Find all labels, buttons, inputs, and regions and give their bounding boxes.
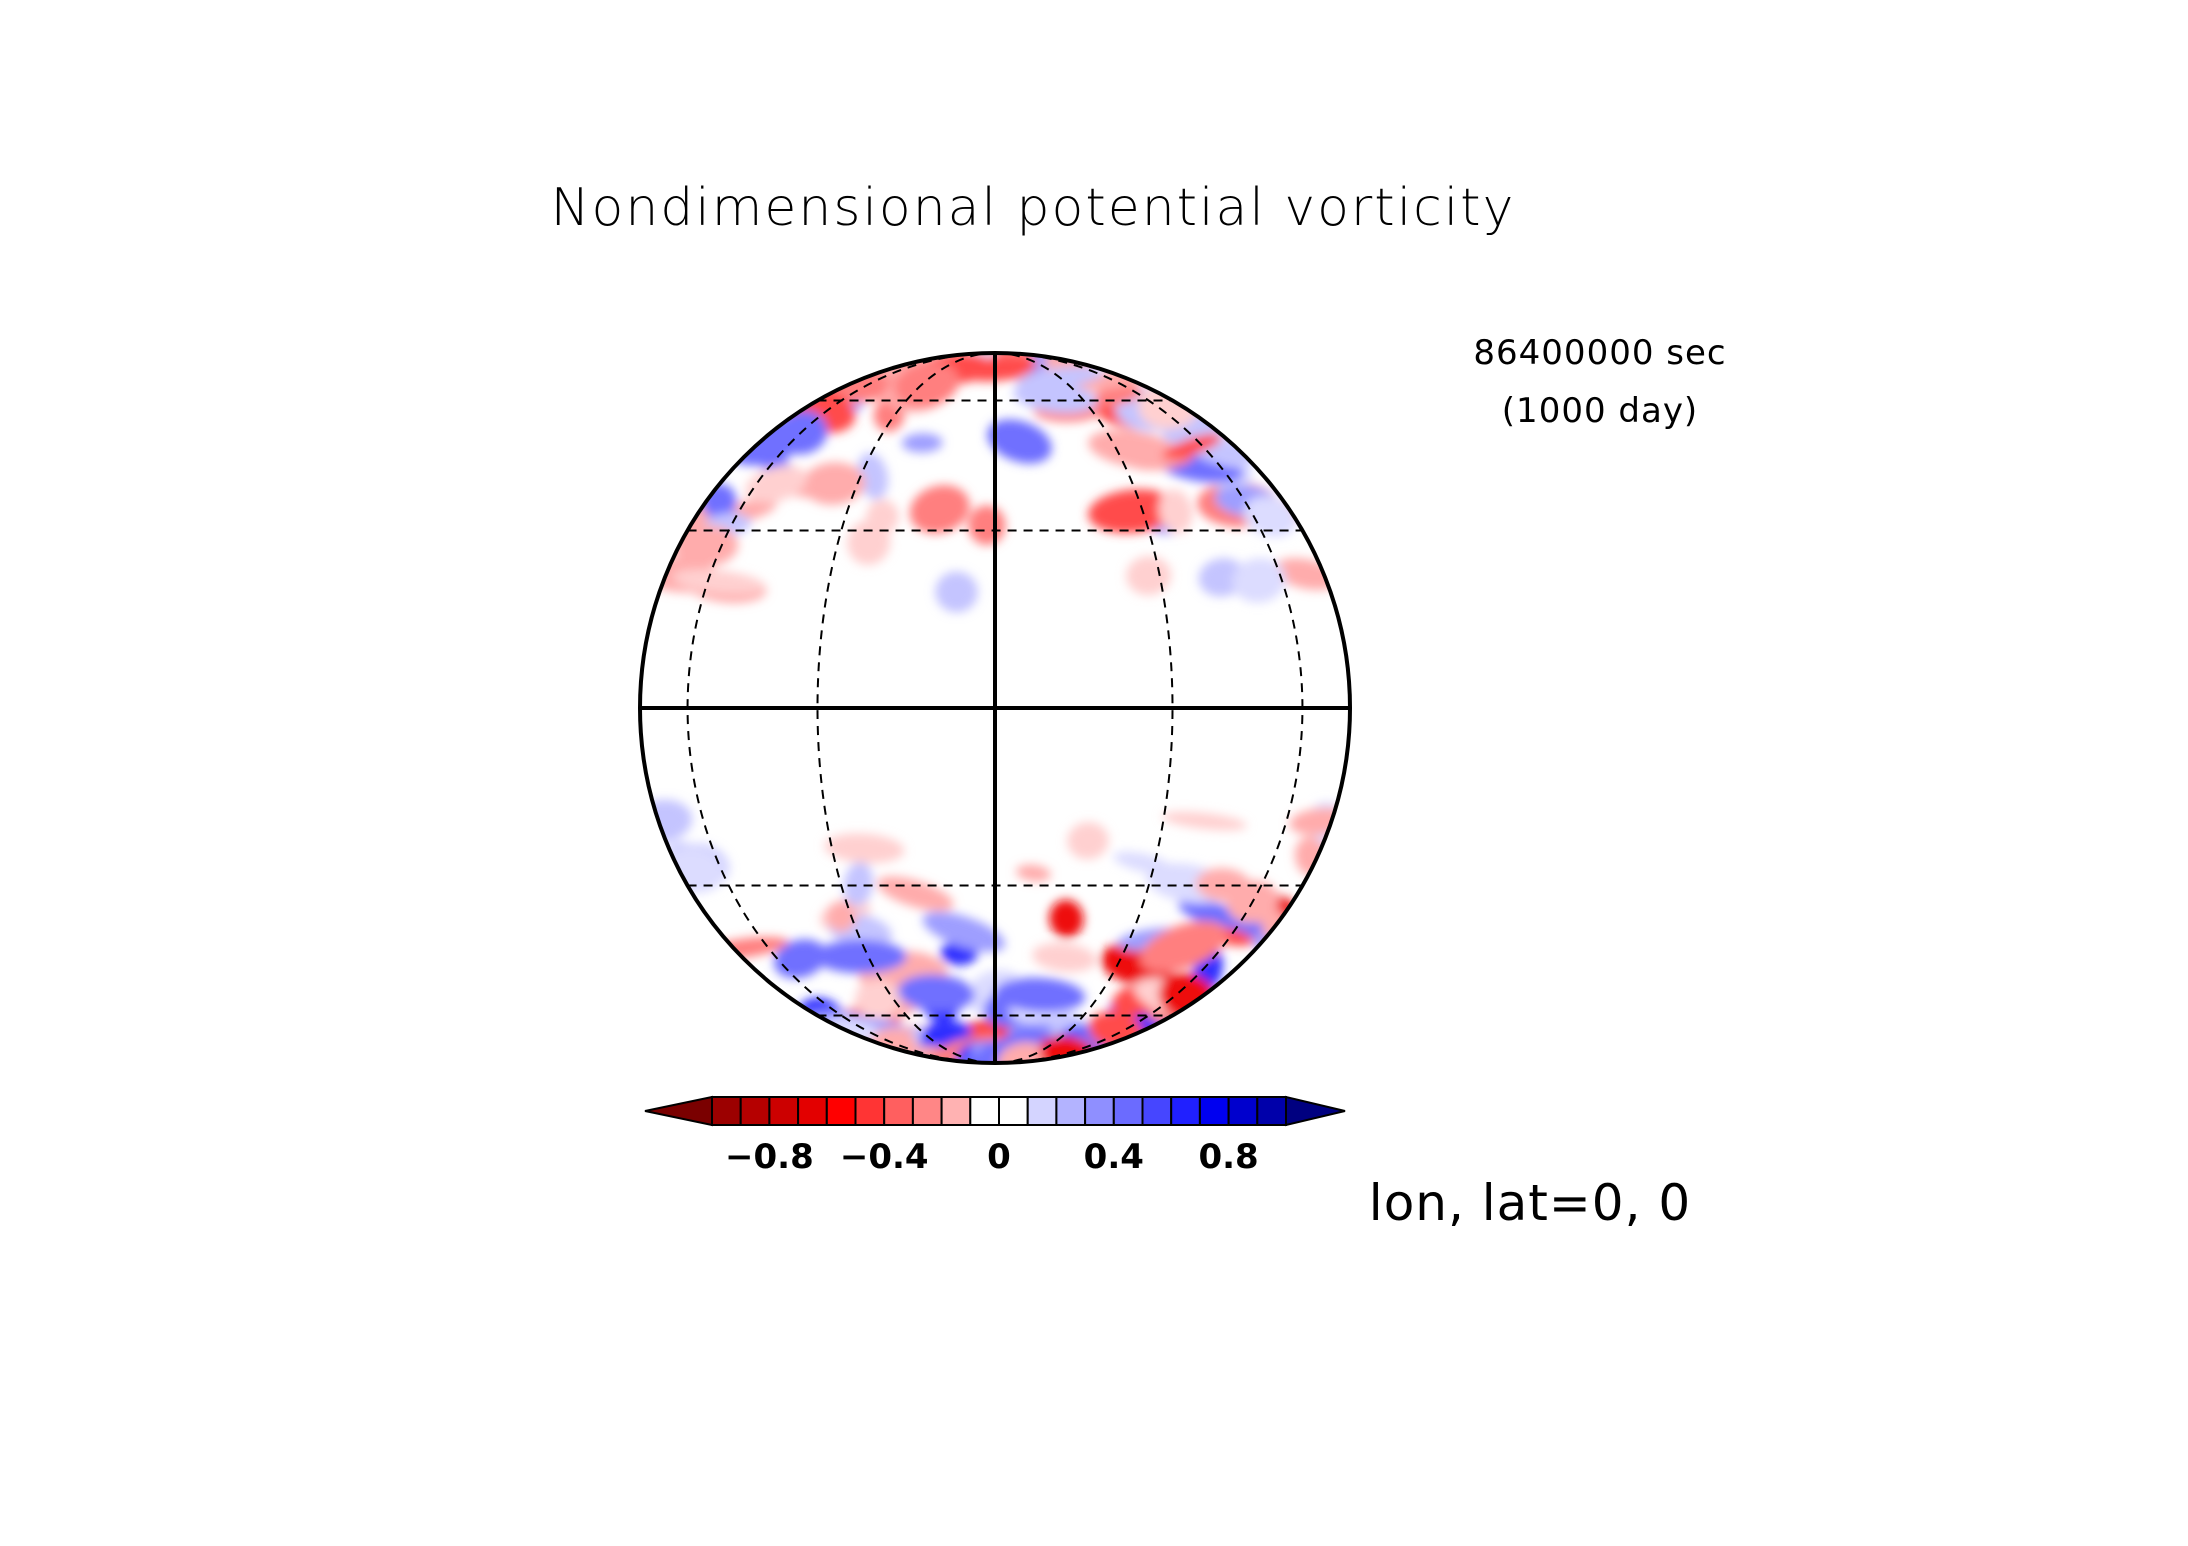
vorticity-anomaly: [673, 524, 739, 567]
colorbar-swatch: [768, 1096, 800, 1126]
colorbar-swatch: [1084, 1096, 1115, 1126]
vorticity-anomaly: [1049, 899, 1084, 938]
vorticity-anomaly: [935, 571, 978, 613]
vorticity-anomaly: [1243, 496, 1297, 538]
vorticity-anomaly: [987, 419, 1052, 464]
time-seconds-label: 86400000 sec: [1473, 333, 1726, 373]
colorbar: −0.8 −0.4 0 0.4 0.8: [644, 1095, 1346, 1177]
colorbar-extend-low: [644, 1095, 713, 1127]
vorticity-anomaly: [1126, 556, 1172, 596]
vorticity-field: [640, 353, 1350, 1063]
map-title: Nondimensional potential vorticity: [551, 178, 1516, 238]
vorticity-anomaly: [1232, 558, 1286, 603]
vorticity-anomaly: [826, 900, 857, 932]
colorbar-swatch: [1198, 1096, 1230, 1126]
colorbar-swatch: [1055, 1096, 1087, 1126]
colorbar-tick-label: −0.4: [840, 1137, 929, 1177]
colorbar-swatch: [797, 1096, 828, 1126]
globe: [638, 351, 1352, 1065]
vorticity-anomaly: [672, 569, 766, 595]
meridian-line: [686, 353, 996, 1063]
colorbar-swatch: [998, 1096, 1029, 1126]
vorticity-anomaly: [909, 485, 970, 534]
vorticity-anomaly: [1113, 851, 1173, 874]
colorbar-swatch: [1256, 1096, 1288, 1126]
colorbar-swatch: [911, 1096, 943, 1126]
meridian-line: [816, 353, 996, 1063]
colorbar-swatch: [854, 1096, 886, 1126]
vorticity-anomaly: [745, 465, 808, 503]
vorticity-anomaly: [1162, 811, 1247, 831]
vorticity-anomaly: [854, 979, 901, 1019]
vorticity-anomaly: [922, 911, 1006, 952]
vorticity-anomaly: [1178, 899, 1264, 936]
colorbar-swatch: [1170, 1096, 1201, 1126]
graticule: [640, 353, 1350, 1063]
meridian-line: [994, 353, 1174, 1063]
colorbar-swatch: [969, 1096, 1000, 1126]
globe-outline: [638, 351, 1352, 1065]
colorbar-swatch: [1227, 1096, 1259, 1126]
vorticity-anomaly: [824, 833, 905, 864]
colorbar-swatch: [711, 1096, 742, 1126]
vorticity-anomaly: [814, 939, 907, 974]
colorbar-swatch: [1141, 1096, 1173, 1126]
view-center-label: lon, lat=0, 0: [1369, 1174, 1691, 1232]
meridian-line: [994, 353, 1304, 1063]
vorticity-anomaly: [1015, 864, 1051, 882]
vorticity-anomaly: [1032, 942, 1097, 973]
vorticity-anomaly: [843, 862, 874, 907]
colorbar-swatch: [940, 1096, 972, 1126]
colorbar-swatch: [825, 1096, 857, 1126]
vorticity-anomaly: [994, 977, 1086, 1013]
vorticity-anomaly: [1013, 381, 1097, 414]
vorticity-anomaly: [897, 974, 975, 1012]
vorticity-anomaly: [901, 433, 943, 453]
vorticity-anomaly: [1139, 921, 1228, 973]
time-days-label: (1000 day): [1502, 391, 1698, 431]
colorbar-tick-label: 0: [987, 1137, 1011, 1177]
vorticity-anomaly: [1067, 822, 1109, 860]
vorticity-anomaly: [1162, 434, 1222, 460]
colorbar-swatch: [883, 1096, 914, 1126]
colorbar-tick-label: 0.4: [1084, 1137, 1144, 1177]
vorticity-anomaly: [1158, 489, 1193, 534]
vorticity-anomaly: [1088, 489, 1179, 534]
colorbar-tick-label: 0.8: [1198, 1137, 1258, 1177]
colorbar-swatch: [739, 1096, 771, 1126]
colorbar-swatch: [1026, 1096, 1058, 1126]
colorbar-extend-high: [1285, 1095, 1346, 1127]
colorbar-tick-label: −0.8: [725, 1137, 814, 1177]
colorbar-swatch: [1112, 1096, 1144, 1126]
vorticity-anomaly: [960, 355, 1037, 382]
